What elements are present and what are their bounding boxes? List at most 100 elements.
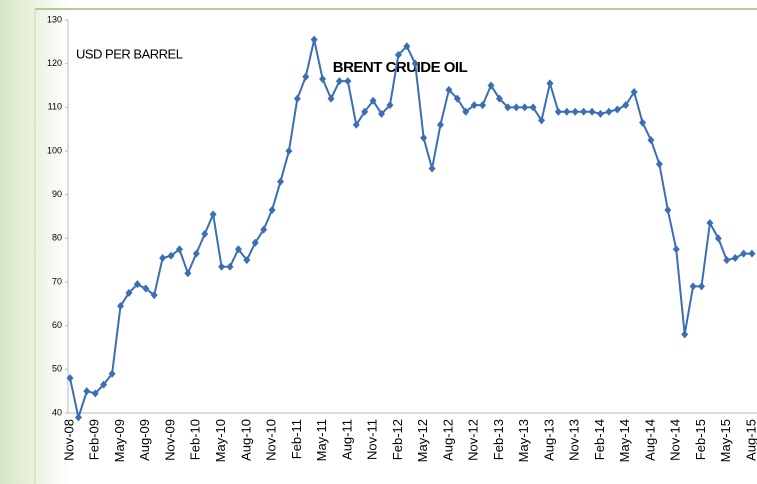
- marker: [234, 245, 242, 254]
- marker: [293, 94, 301, 103]
- marker: [504, 103, 512, 112]
- marker: [352, 120, 360, 129]
- marker: [344, 77, 352, 86]
- marker: [563, 107, 571, 116]
- marker: [706, 219, 714, 228]
- marker: [66, 374, 74, 383]
- x-tick-label: Aug-12: [440, 419, 455, 461]
- marker: [226, 262, 234, 271]
- marker: [428, 164, 436, 173]
- x-tick-label: Aug-13: [541, 419, 556, 461]
- marker: [647, 136, 655, 145]
- marker: [546, 79, 554, 88]
- marker: [529, 103, 537, 112]
- marker: [672, 245, 680, 254]
- marker: [613, 105, 621, 114]
- marker: [369, 96, 377, 105]
- marker: [150, 291, 158, 300]
- marker: [538, 116, 546, 125]
- x-tick-label: Feb-15: [693, 419, 708, 460]
- x-tick-label: Aug-14: [642, 419, 657, 461]
- x-tick-label: Feb-13: [491, 419, 506, 460]
- x-tick-label: May-11: [314, 419, 329, 461]
- y-tick-label: 60: [52, 320, 62, 330]
- marker: [268, 205, 276, 214]
- marker: [310, 35, 318, 44]
- x-tick-label: May-15: [718, 419, 733, 462]
- y-tick-label: 90: [52, 189, 62, 199]
- marker: [133, 280, 141, 289]
- x-tick-label: May-13: [516, 419, 531, 462]
- marker: [453, 94, 461, 103]
- x-tick-label: Aug-09: [137, 419, 152, 461]
- x-tick-label: May-10: [213, 419, 228, 462]
- marker: [495, 94, 503, 103]
- marker: [142, 284, 150, 293]
- x-tick-label: Nov-13: [567, 419, 582, 461]
- marker: [655, 160, 663, 169]
- marker: [218, 262, 226, 271]
- marker: [260, 225, 268, 234]
- marker: [588, 107, 596, 116]
- x-tick-label: May-12: [415, 419, 430, 462]
- x-tick-label: Aug-15: [743, 419, 757, 461]
- marker: [277, 177, 284, 186]
- marker: [740, 249, 748, 258]
- x-tick-label: Nov-11: [365, 419, 380, 460]
- marker: [605, 107, 613, 116]
- marker: [201, 229, 209, 238]
- marker: [445, 85, 453, 94]
- y-tick-label: 40: [52, 407, 62, 417]
- chart-title: BRENT CRUIDE OIL: [333, 59, 468, 76]
- marker: [108, 369, 116, 378]
- marker: [580, 107, 588, 116]
- marker: [74, 413, 82, 422]
- marker: [361, 107, 369, 116]
- marker: [394, 50, 402, 59]
- y-tick-label: 120: [47, 58, 62, 68]
- annotation: USD PER BARREL: [76, 46, 183, 61]
- marker: [83, 387, 91, 396]
- marker: [698, 282, 705, 291]
- marker: [285, 147, 293, 155]
- x-tick-label: Feb-14: [592, 419, 607, 460]
- x-tick-label: Nov-12: [466, 419, 481, 461]
- marker: [302, 72, 310, 81]
- x-tick-label: Feb-09: [87, 419, 102, 460]
- marker: [251, 238, 259, 247]
- x-tick-label: Aug-11: [339, 419, 354, 460]
- y-tick-label: 110: [48, 102, 62, 112]
- marker: [596, 109, 604, 118]
- marker: [748, 249, 756, 258]
- marker: [243, 256, 251, 265]
- marker: [479, 101, 487, 110]
- marker: [639, 118, 647, 127]
- marker: [319, 74, 327, 83]
- marker: [630, 88, 638, 97]
- marker: [91, 389, 99, 398]
- marker: [470, 101, 478, 110]
- marker: [125, 288, 133, 297]
- y-tick-label: 70: [52, 276, 62, 286]
- marker: [723, 256, 731, 265]
- x-tick-label: May-09: [112, 419, 127, 462]
- marker: [622, 101, 630, 110]
- marker: [411, 59, 419, 68]
- x-tick-label: Nov-08: [61, 419, 76, 461]
- marker: [167, 251, 175, 260]
- marker: [386, 101, 394, 110]
- marker: [209, 210, 217, 219]
- marker: [487, 81, 495, 90]
- marker: [571, 107, 579, 116]
- marker: [403, 42, 411, 51]
- y-tick-label: 80: [52, 233, 62, 243]
- marker: [192, 249, 200, 258]
- marker: [731, 253, 739, 262]
- marker: [714, 234, 722, 243]
- x-tick-label: Nov-09: [162, 419, 177, 461]
- marker: [327, 94, 335, 103]
- marker: [554, 107, 562, 116]
- marker: [175, 245, 183, 254]
